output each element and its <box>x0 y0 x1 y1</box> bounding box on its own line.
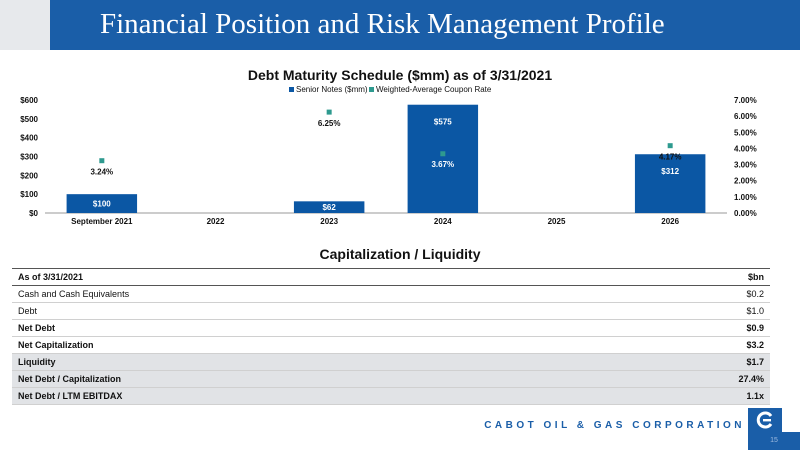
y-right-tick-label: 7.00% <box>734 96 757 105</box>
y-left-tick-label: $500 <box>20 115 38 124</box>
bar <box>66 194 138 213</box>
row-label: Net Capitalization <box>12 336 593 354</box>
table-row: Net Capitalization $3.2 <box>12 336 770 354</box>
chart-title: Debt Maturity Schedule ($mm) as of 3/31/… <box>248 67 552 83</box>
coupon-marker <box>99 158 105 164</box>
x-tick-label: 2022 <box>207 217 225 226</box>
y-right-tick-label: 6.00% <box>734 112 757 121</box>
logo-icon <box>756 411 773 429</box>
row-value: 27.4% <box>592 370 770 388</box>
row-value: $1.0 <box>592 302 770 320</box>
header-label: As of 3/31/2021 <box>12 268 593 286</box>
y-left-tick-label: $100 <box>20 190 38 199</box>
coupon-data-label: 3.67% <box>431 160 454 169</box>
coupon-data-label: 3.24% <box>90 168 113 177</box>
header-value: $bn <box>592 268 770 286</box>
coupon-marker <box>326 109 332 115</box>
table-row: Debt $1.0 <box>12 302 770 320</box>
chart-legend: Senior Notes ($mm) Weighted-Average Coup… <box>289 85 492 94</box>
y-right-tick-label: 2.00% <box>734 177 757 186</box>
y-right-tick-label: 0.00% <box>734 209 757 218</box>
legend-senior-notes: Senior Notes ($mm) <box>296 85 368 94</box>
x-tick-label: 2025 <box>548 217 566 226</box>
row-label: Debt <box>12 302 593 320</box>
row-label: Net Debt <box>12 319 593 337</box>
table-header-row: As of 3/31/2021 $bn <box>12 268 770 286</box>
coupon-data-label: 4.17% <box>659 153 682 162</box>
y-left-tick-label: $0 <box>29 209 38 218</box>
legend-swatch-coupon-rate <box>369 87 374 92</box>
bar-data-label: $62 <box>322 203 336 212</box>
row-value: $3.2 <box>592 336 770 354</box>
table-row: Net Debt / Capitalization 27.4% <box>12 370 770 388</box>
table-row: Net Debt / LTM EBITDAX 1.1x <box>12 387 770 405</box>
page-number: 15 <box>748 432 800 450</box>
y-right-tick-label: 5.00% <box>734 128 757 137</box>
coupon-data-label: 6.25% <box>318 119 341 128</box>
bar-data-label: $575 <box>434 118 452 127</box>
row-value: $0.2 <box>592 285 770 303</box>
x-tick-label: 2026 <box>661 217 679 226</box>
x-tick-label: September 2021 <box>71 217 133 226</box>
y-left-tick-label: $400 <box>20 134 38 143</box>
row-value: $0.9 <box>592 319 770 337</box>
y-right-tick-label: 4.00% <box>734 144 757 153</box>
y-right-tick-label: 3.00% <box>734 161 757 170</box>
bar <box>634 154 706 213</box>
x-tick-label: 2023 <box>320 217 338 226</box>
bar-data-label: $312 <box>661 167 679 176</box>
row-value: 1.1x <box>592 387 770 405</box>
row-value: $1.7 <box>592 353 770 371</box>
table-row: Cash and Cash Equivalents $0.2 <box>12 285 770 303</box>
bar <box>293 201 365 213</box>
row-label: Net Debt / Capitalization <box>12 370 593 388</box>
coupon-marker <box>667 143 673 149</box>
y-left-tick-label: $600 <box>20 96 38 105</box>
company-name: CABOT OIL & GAS CORPORATION <box>484 420 745 431</box>
coupon-marker <box>440 151 446 157</box>
y-left-tick-label: $200 <box>20 171 38 180</box>
title-bar <box>50 0 800 50</box>
row-label: Liquidity <box>12 353 593 371</box>
table-row: Net Debt $0.9 <box>12 319 770 337</box>
legend-coupon-rate: Weighted-Average Coupon Rate <box>376 85 492 94</box>
legend-swatch-senior-notes <box>289 87 294 92</box>
chart-plot-area: $0 $100 $200 $300 $400 $500 $600 0.00% 1.00% 2.00… <box>20 96 756 226</box>
x-tick-label: 2024 <box>434 217 452 226</box>
capitalization-title: Capitalization / Liquidity <box>319 246 481 262</box>
row-label: Net Debt / LTM EBITDAX <box>12 387 593 405</box>
y-left-tick-label: $300 <box>20 153 38 162</box>
bar-data-label: $100 <box>93 200 111 209</box>
debt-maturity-chart: Debt Maturity Schedule ($mm) as of 3/31/… <box>20 67 756 226</box>
y-right-tick-label: 1.00% <box>734 193 757 202</box>
table-row: Liquidity $1.7 <box>12 353 770 371</box>
bar <box>407 104 479 213</box>
company-logo <box>748 408 782 432</box>
slide-title: Financial Position and Risk Management P… <box>100 8 665 40</box>
capitalization-table: As of 3/31/2021 $bn Cash and Cash Equiva… <box>12 268 770 405</box>
row-label: Cash and Cash Equivalents <box>12 285 593 303</box>
